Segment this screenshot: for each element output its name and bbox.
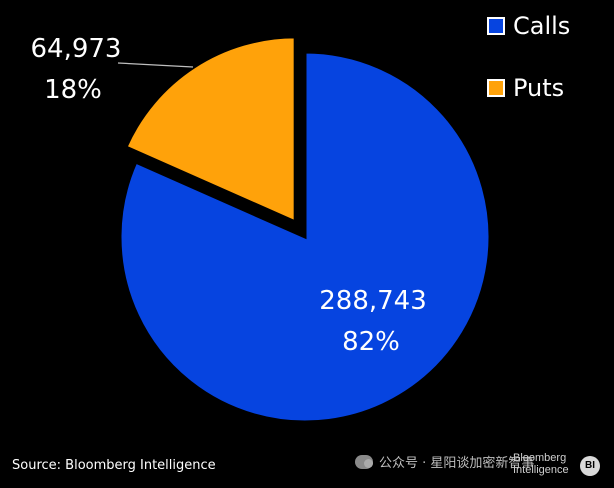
bloomberg-intelligence-logo: Bloomberg Intelligence <box>513 452 569 476</box>
logo-line-1: Bloomberg <box>513 452 567 464</box>
puts-leader-line <box>117 62 194 68</box>
legend-label-puts: Puts <box>513 74 565 102</box>
legend-item-calls: Calls <box>487 12 570 40</box>
legend-item-puts: Puts <box>487 74 564 102</box>
pie-slice-puts <box>124 35 297 225</box>
watermark-text: 公众号 · 星阳谈加密新智事 <box>379 456 535 471</box>
calls-percent-label: 82% <box>342 327 400 357</box>
source-note: Source: Bloomberg Intelligence <box>12 458 216 473</box>
puts-percent-label: 18% <box>44 75 102 105</box>
puts-value-label: 64,973 <box>31 34 122 64</box>
watermark: 公众号 · 星阳谈加密新智事 <box>355 452 534 471</box>
legend-swatch-puts <box>487 79 505 97</box>
legend-label-calls: Calls <box>513 12 571 40</box>
calls-value-label: 288,743 <box>319 286 427 316</box>
logo-line-2: Intelligence <box>513 464 569 476</box>
legend-swatch-calls <box>487 17 505 35</box>
bi-badge: BI <box>580 456 600 476</box>
wechat-icon <box>355 454 373 469</box>
pie-slice-calls <box>118 50 492 424</box>
